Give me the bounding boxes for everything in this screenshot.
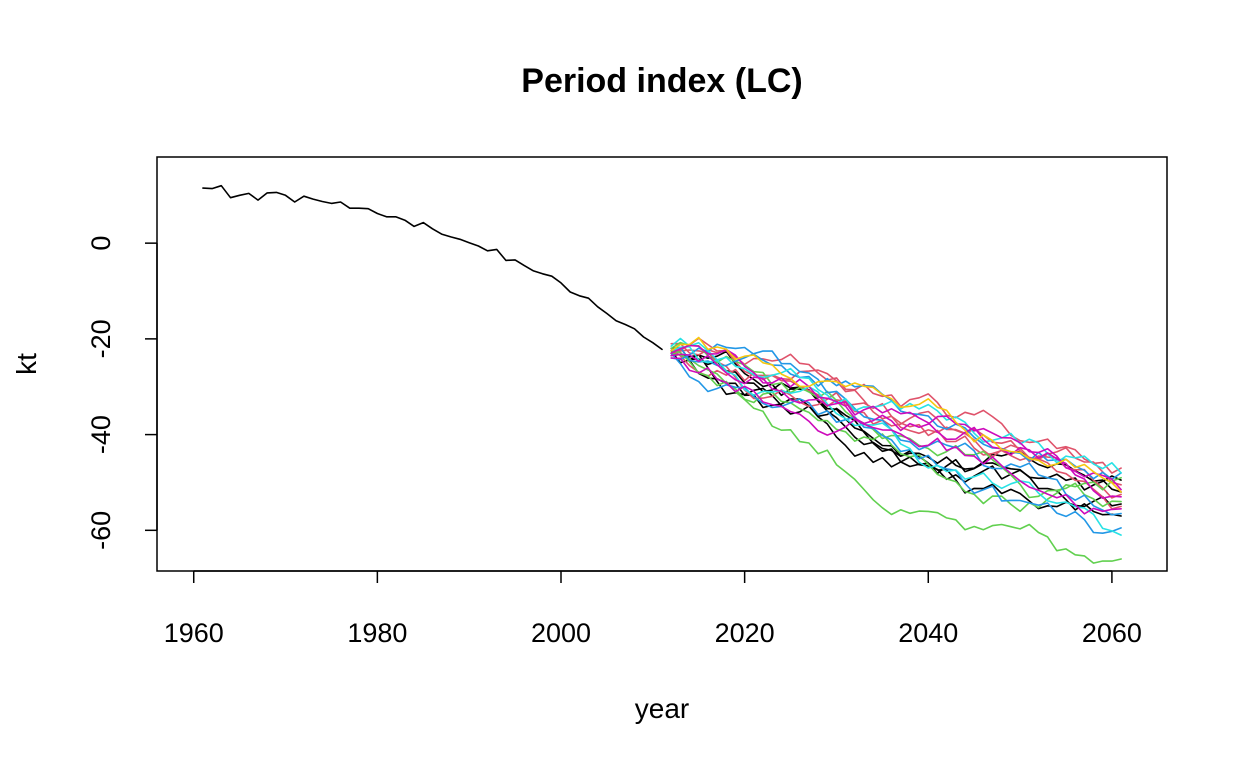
x-tick-label: 2020: [715, 618, 775, 648]
x-tick-label: 1980: [347, 618, 407, 648]
simulation-series-line: [670, 353, 1122, 500]
x-tick-label: 2000: [531, 618, 591, 648]
simulation-series-line: [670, 349, 1122, 517]
simulation-series-line: [670, 357, 1122, 515]
simulation-series-line: [670, 345, 1122, 536]
y-axis-label: kt: [11, 353, 42, 375]
x-tick-label: 1960: [164, 618, 224, 648]
simulation-series-line: [670, 346, 1122, 510]
simulation-series-line: [670, 337, 1122, 474]
y-tick-label: -40: [86, 415, 116, 454]
series-layer: [202, 184, 1122, 564]
historical-series-line: [202, 184, 663, 351]
x-tick-label: 2060: [1082, 618, 1142, 648]
plot-frame: [156, 156, 1168, 572]
simulation-series-line: [670, 344, 1122, 491]
y-axis: 0 -20 -40 -60: [86, 236, 158, 550]
simulation-series-line: [670, 337, 1122, 510]
simulation-series-line: [670, 342, 1122, 474]
x-axis-label: year: [635, 693, 689, 724]
chart-title: Period index (LC): [521, 62, 802, 100]
simulation-series-line: [670, 352, 1122, 535]
y-tick-label: 0: [86, 236, 116, 251]
x-axis: 1960 1980 2000 2020 2040 2060: [164, 570, 1142, 648]
simulation-series-line: [670, 346, 1122, 516]
simulation-series-line: [670, 349, 1122, 564]
simulation-series-line: [670, 347, 1122, 499]
x-tick-label: 2040: [898, 618, 958, 648]
y-tick-label: -60: [86, 511, 116, 550]
y-tick-label: -20: [86, 319, 116, 358]
simulation-series-line: [670, 336, 1122, 493]
